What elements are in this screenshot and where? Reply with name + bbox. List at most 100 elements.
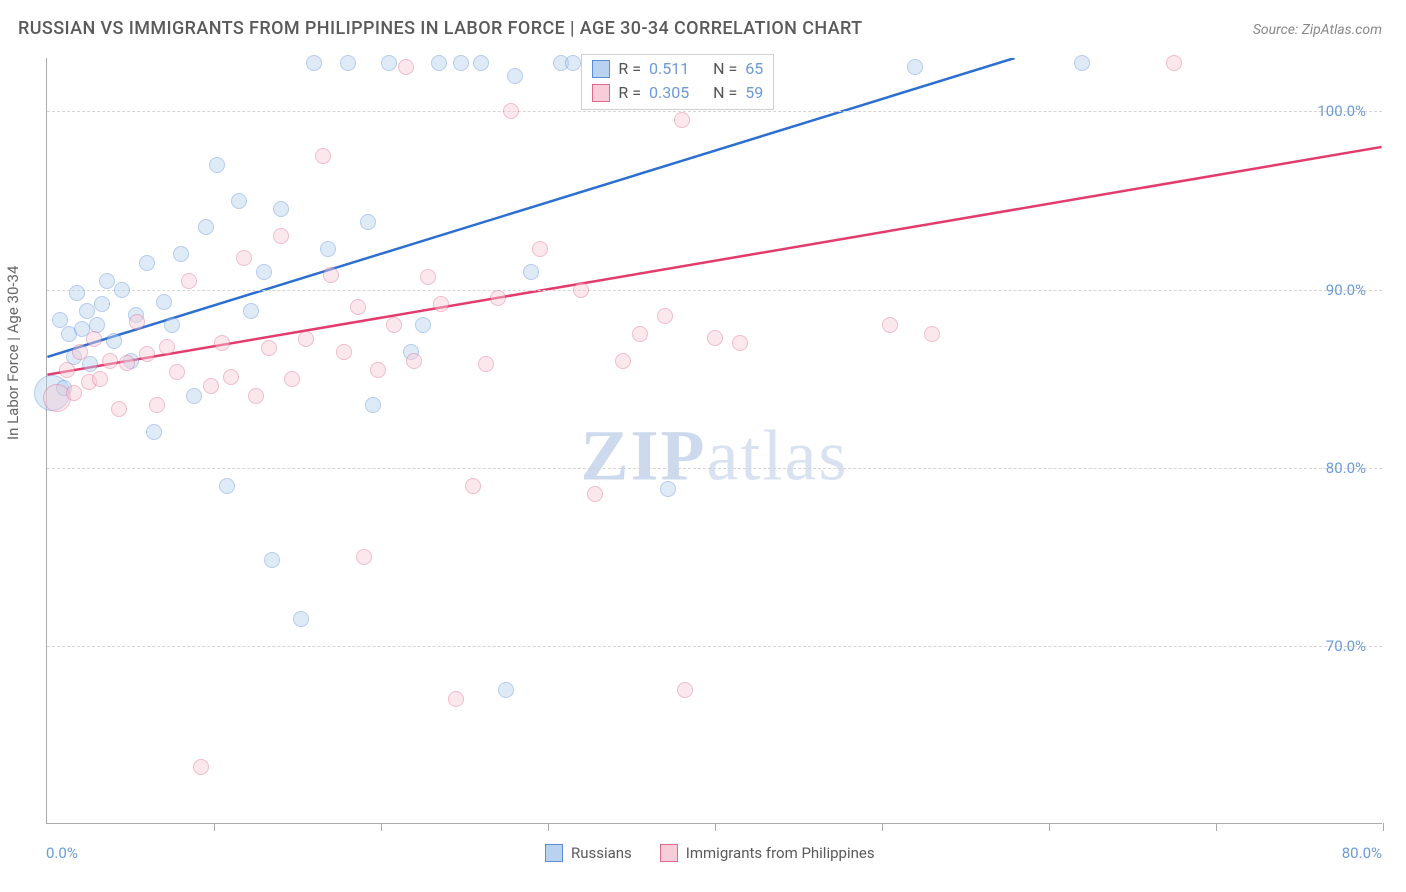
x-axis-row: 0.0% RussiansImmigrants from Philippines… <box>46 838 1382 868</box>
legend-swatch <box>545 844 563 862</box>
watermark-bold: ZIP <box>581 415 707 495</box>
scatter-point <box>94 296 110 312</box>
scatter-point <box>465 478 481 494</box>
scatter-point <box>193 759 209 775</box>
scatter-point <box>248 388 264 404</box>
scatter-point <box>360 214 376 230</box>
stats-row: R = 0.305 N = 59 <box>592 81 763 105</box>
scatter-point <box>532 241 548 257</box>
scatter-point <box>882 317 898 333</box>
gridline <box>47 290 1382 291</box>
scatter-point <box>203 378 219 394</box>
series-swatch <box>592 60 610 78</box>
scatter-point <box>381 55 397 71</box>
chart-title: RUSSIAN VS IMMIGRANTS FROM PHILIPPINES I… <box>18 18 863 39</box>
scatter-point <box>587 486 603 502</box>
scatter-point <box>82 356 98 372</box>
stat-r-value: 0.511 <box>649 57 689 81</box>
scatter-point <box>86 331 102 347</box>
scatter-point <box>448 691 464 707</box>
stats-row: R = 0.511 N = 65 <box>592 57 763 81</box>
y-tick-label: 100.0% <box>1317 102 1366 120</box>
gridline <box>47 468 1382 469</box>
scatter-point <box>284 371 300 387</box>
scatter-point <box>173 246 189 262</box>
scatter-point <box>186 388 202 404</box>
y-axis-label: In Labor Force | Age 30-34 <box>4 266 22 440</box>
scatter-point <box>209 157 225 173</box>
scatter-point <box>732 335 748 351</box>
stat-n-value: 65 <box>745 57 763 81</box>
source-attribution: Source: ZipAtlas.com <box>1253 22 1382 38</box>
scatter-point <box>507 68 523 84</box>
trend-lines-svg <box>47 58 1382 823</box>
scatter-point <box>365 397 381 413</box>
scatter-point <box>565 55 581 71</box>
scatter-point <box>356 549 372 565</box>
scatter-point <box>114 282 130 298</box>
scatter-point <box>632 326 648 342</box>
bottom-legend: Russians Immigrants from Philippines <box>545 844 875 862</box>
scatter-point <box>236 250 252 266</box>
scatter-point <box>336 344 352 360</box>
scatter-point <box>660 481 676 497</box>
scatter-point <box>69 285 85 301</box>
scatter-point <box>149 397 165 413</box>
x-tick <box>882 823 883 831</box>
chart-container: RUSSIAN VS IMMIGRANTS FROM PHILIPPINES I… <box>0 0 1406 892</box>
scatter-point <box>273 201 289 217</box>
y-tick-label: 90.0% <box>1326 281 1366 299</box>
scatter-point <box>273 228 289 244</box>
scatter-point <box>214 335 230 351</box>
x-axis-max-label: 80.0% <box>1342 844 1382 862</box>
scatter-point <box>298 331 314 347</box>
stat-r-value: 0.305 <box>649 81 689 105</box>
scatter-point <box>79 303 95 319</box>
x-tick <box>1049 823 1050 831</box>
x-tick <box>381 823 382 831</box>
scatter-point <box>72 344 88 360</box>
legend-label: Russians <box>571 844 632 862</box>
stat-r-label: R = <box>618 57 641 81</box>
scatter-point <box>198 219 214 235</box>
scatter-point <box>156 294 172 310</box>
scatter-point <box>169 364 185 380</box>
scatter-point <box>433 296 449 312</box>
scatter-point <box>129 314 145 330</box>
scatter-point <box>907 59 923 75</box>
scatter-point <box>386 317 402 333</box>
scatter-point <box>503 103 519 119</box>
scatter-point <box>707 330 723 346</box>
scatter-point <box>66 385 82 401</box>
watermark: ZIPatlas <box>581 414 849 497</box>
x-tick <box>548 823 549 831</box>
scatter-point <box>102 353 118 369</box>
watermark-light: atlas <box>707 415 849 495</box>
legend-item: Russians <box>545 844 632 862</box>
x-tick <box>214 823 215 831</box>
scatter-point <box>306 55 322 71</box>
scatter-point <box>573 282 589 298</box>
stats-box: R = 0.511 N = 65R = 0.305 N = 59 <box>581 54 774 110</box>
scatter-point <box>111 401 127 417</box>
scatter-point <box>1166 55 1182 71</box>
x-tick <box>715 823 716 831</box>
title-row: RUSSIAN VS IMMIGRANTS FROM PHILIPPINES I… <box>18 18 1382 39</box>
scatter-point <box>677 682 693 698</box>
scatter-point <box>523 264 539 280</box>
scatter-point <box>315 148 331 164</box>
scatter-point <box>264 552 280 568</box>
y-tick-label: 70.0% <box>1326 637 1366 655</box>
stat-r-label: R = <box>618 81 641 105</box>
legend-item: Immigrants from Philippines <box>660 844 875 862</box>
scatter-point <box>139 346 155 362</box>
gridline <box>47 646 1382 647</box>
scatter-point <box>431 55 447 71</box>
scatter-point <box>293 611 309 627</box>
scatter-point <box>106 333 122 349</box>
scatter-point <box>256 264 272 280</box>
stat-n-value: 59 <box>745 81 763 105</box>
y-tick-label: 80.0% <box>1326 459 1366 477</box>
scatter-point <box>415 317 431 333</box>
scatter-point <box>243 303 259 319</box>
